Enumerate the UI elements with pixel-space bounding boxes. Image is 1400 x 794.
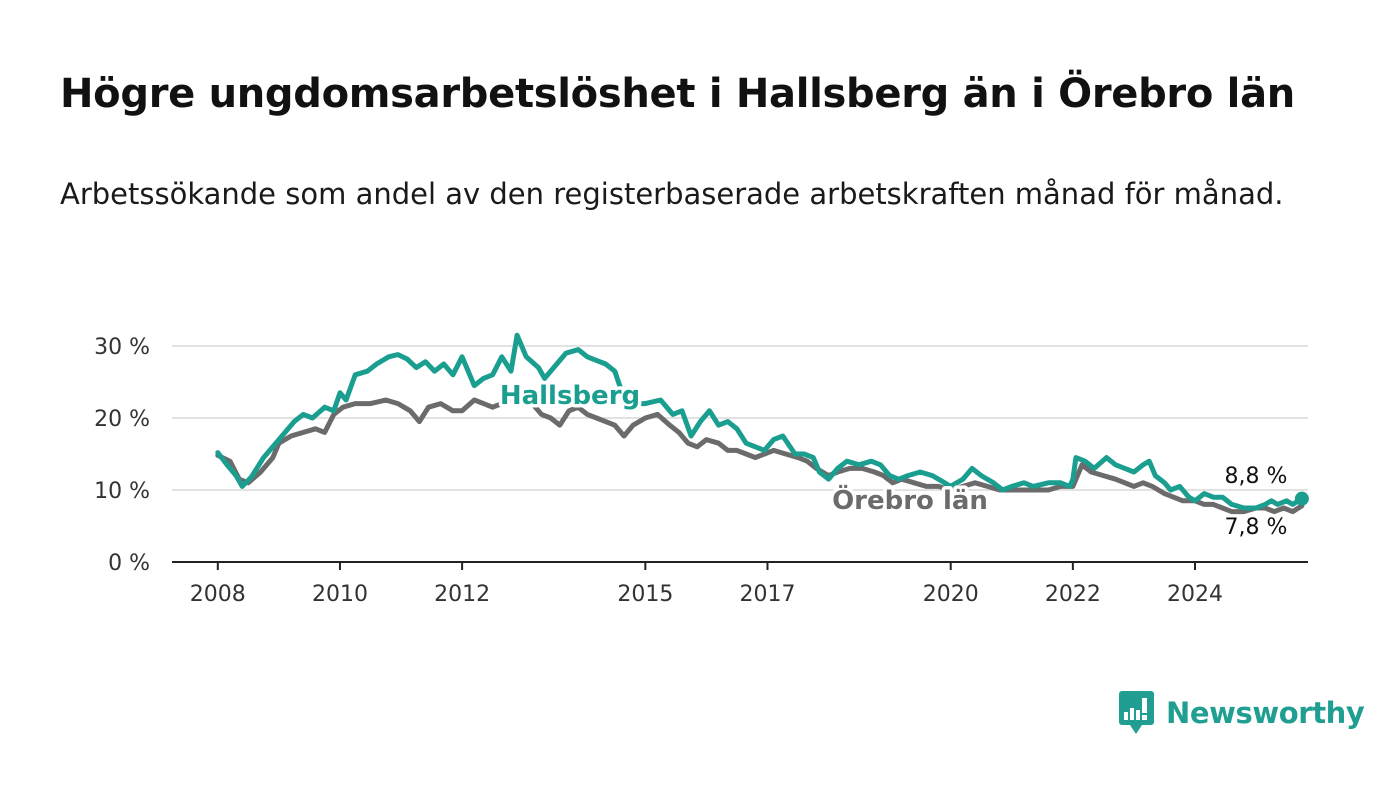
chart-series bbox=[215, 332, 1309, 515]
x-tick-label: 2010 bbox=[312, 582, 368, 607]
page-subtitle: Arbetssökande som andel av den registerb… bbox=[60, 177, 1284, 211]
x-tick-label: 2022 bbox=[1045, 582, 1101, 607]
x-tick-label: 2012 bbox=[434, 582, 490, 607]
series-line-hallsberg bbox=[215, 332, 1305, 511]
series-end-point bbox=[1294, 491, 1309, 506]
chart-axes: 0 % 10 % 20 % 30 % 2008 2010 2012 2015 2017 2020 2… bbox=[94, 335, 1308, 607]
end-value-orebro-lan: 7,8 % bbox=[1225, 515, 1288, 540]
series-line-orebro-lan bbox=[215, 393, 1305, 515]
series-label-hallsberg: Hallsberg bbox=[500, 381, 640, 411]
x-tick-label: 2008 bbox=[190, 582, 246, 607]
newsworthy-brand[interactable]: Newsworthy bbox=[1118, 690, 1365, 736]
y-tick-label: 20 % bbox=[94, 407, 150, 432]
x-tick-label: 2017 bbox=[739, 582, 795, 607]
y-tick-label: 0 % bbox=[108, 551, 150, 576]
chart-labels: Hallsberg Örebro län 8,8 % 7,8 % bbox=[496, 378, 1288, 541]
x-tick-label: 2024 bbox=[1167, 582, 1223, 607]
y-tick-label: 10 % bbox=[94, 479, 150, 504]
page-title: Högre ungdomsarbetslöshet i Hallsberg än… bbox=[60, 71, 1295, 117]
series-label-orebro-lan: Örebro län bbox=[832, 483, 988, 516]
x-tick-label: 2020 bbox=[923, 582, 979, 607]
end-value-hallsberg: 8,8 % bbox=[1225, 464, 1288, 489]
newsworthy-logo-icon bbox=[1119, 691, 1154, 734]
x-tick-label: 2015 bbox=[617, 582, 673, 607]
brand-name: Newsworthy bbox=[1166, 696, 1365, 730]
chart-grid bbox=[172, 345, 1308, 491]
y-tick-label: 30 % bbox=[94, 335, 150, 360]
